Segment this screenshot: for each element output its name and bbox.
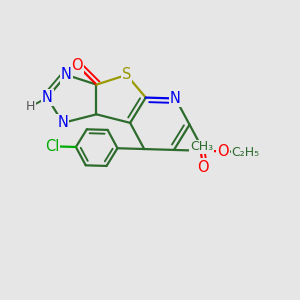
Text: O: O [197, 160, 209, 175]
Text: O: O [71, 58, 83, 73]
Text: C₂H₅: C₂H₅ [231, 146, 259, 159]
Text: N: N [61, 68, 72, 82]
Text: H: H [26, 100, 36, 113]
Text: S: S [122, 68, 131, 82]
Text: N: N [42, 90, 53, 105]
Text: N: N [57, 116, 68, 130]
Text: O: O [217, 144, 229, 159]
Text: Cl: Cl [45, 139, 59, 154]
Text: CH₃: CH₃ [190, 140, 213, 153]
Text: N: N [170, 91, 181, 106]
